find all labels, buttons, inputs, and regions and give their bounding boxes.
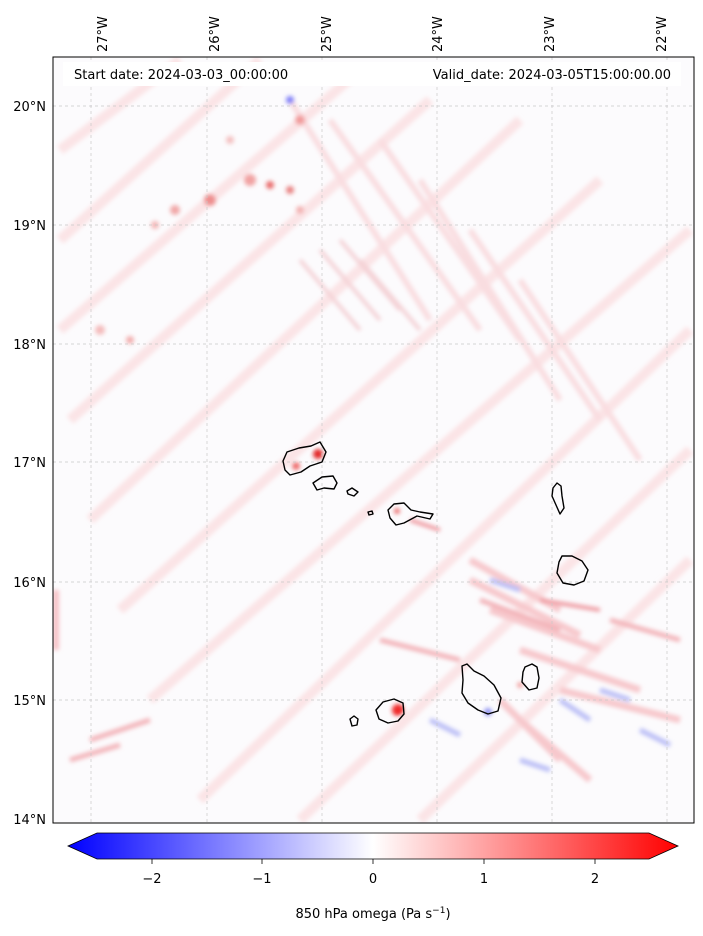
lon-label: 23°W (543, 16, 558, 52)
graticule (53, 57, 694, 823)
longitude-labels: 27°W 26°W 25°W 24°W 23°W 22°W (96, 16, 670, 52)
lon-label: 22°W (655, 16, 670, 52)
island-sao-vicente (312, 475, 338, 491)
colorbar-tick-label: −1 (252, 872, 271, 887)
lon-label: 25°W (320, 16, 335, 52)
colorbar-bar (67, 832, 679, 860)
island-santa-luzia (346, 487, 359, 497)
header-background (63, 62, 681, 86)
map-frame (52, 56, 695, 824)
colorbar-label-end: ) (445, 907, 450, 922)
island-brava (349, 715, 359, 727)
island-sao-nicolau (387, 502, 434, 526)
island-raso (367, 510, 374, 516)
lat-label: 14°N (13, 813, 46, 828)
lat-label: 17°N (13, 456, 46, 471)
colorbar-tick-label: −2 (142, 872, 161, 887)
island-maio (521, 663, 540, 691)
lon-label: 27°W (96, 16, 111, 52)
latitude-labels: 20°N 19°N 18°N 17°N 16°N 15°N 14°N (13, 100, 46, 828)
colorbar: −2 −1 0 1 2 850 hPa omega (Pa s−1) (67, 832, 679, 922)
island-santiago (461, 663, 502, 715)
lat-label: 15°N (13, 694, 46, 709)
colorbar-label-main: 850 hPa omega (Pa s (295, 907, 432, 922)
omega-field (53, 57, 694, 823)
colorbar-label: 850 hPa omega (Pa s−1) (295, 906, 450, 922)
lat-label: 18°N (13, 338, 46, 353)
lon-label: 24°W (431, 16, 446, 52)
valid-date-label: Valid_date: 2024-03-05T15:00:00.00 (433, 68, 671, 83)
island-sal (551, 482, 565, 515)
island-coastlines (282, 441, 589, 727)
colorbar-tick-label: 2 (591, 872, 599, 887)
map-background (53, 57, 694, 823)
lat-label: 16°N (13, 576, 46, 591)
island-fogo (375, 698, 405, 724)
colorbar-label-exponent: −1 (432, 906, 445, 916)
lon-label: 26°W (208, 16, 223, 52)
start-date-label: Start date: 2024-03-03_00:00:00 (74, 68, 288, 83)
island-santo-antao (282, 441, 327, 476)
colorbar-tick-label: 0 (369, 872, 377, 887)
lat-label: 20°N (13, 100, 46, 115)
lat-label: 19°N (13, 219, 46, 234)
island-boa-vista (556, 555, 589, 586)
colorbar-tick-label: 1 (480, 872, 488, 887)
